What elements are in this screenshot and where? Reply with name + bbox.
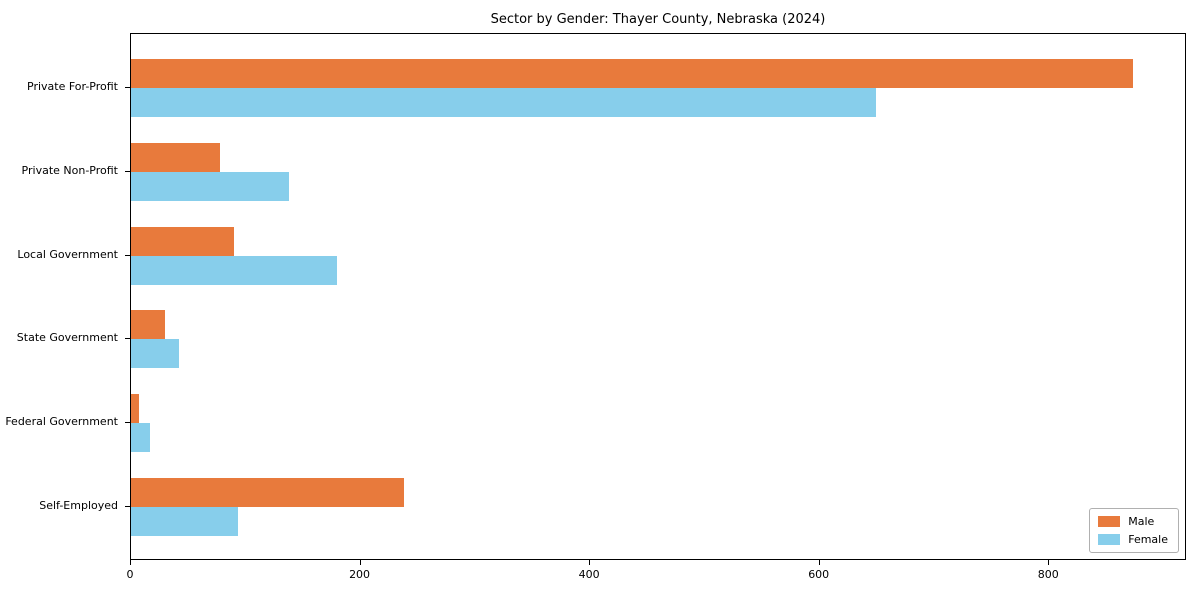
y-tick-label: Self-Employed [39, 498, 118, 512]
x-tick-mark [130, 560, 131, 565]
y-tick-mark [125, 338, 130, 340]
y-tick-mark [125, 421, 130, 423]
chart-title: Sector by Gender: Thayer County, Nebrask… [490, 12, 826, 27]
y-tick-label: Private Non-Profit [21, 164, 118, 178]
x-tick-mark [589, 560, 591, 565]
x-tick-mark [359, 560, 361, 565]
bar-male-4 [131, 310, 166, 340]
y-tick-mark [125, 254, 130, 256]
bar-female-2 [131, 172, 290, 202]
y-tick-mark [125, 505, 130, 507]
bar-female-1 [131, 88, 876, 118]
plot-area: Male Female [130, 33, 1186, 560]
y-tick-label: Private For-Profit [27, 80, 118, 94]
legend-label: Male [1128, 515, 1155, 528]
legend-entry-male: Male [1098, 515, 1168, 528]
y-tick-label: State Government [16, 331, 118, 345]
x-tick-label: 0 [126, 568, 134, 581]
bar-male-6 [131, 477, 404, 507]
x-tick-mark [818, 560, 820, 565]
bar-male-5 [131, 393, 140, 423]
bar-female-5 [131, 422, 151, 452]
bar-male-2 [131, 143, 221, 173]
legend: Male Female [1089, 508, 1179, 553]
bar-female-4 [131, 339, 180, 369]
x-tick-label: 200 [349, 568, 371, 581]
legend-swatch-male [1098, 516, 1121, 527]
bar-male-1 [131, 59, 1134, 89]
bar-female-6 [131, 506, 238, 536]
y-tick-label: Federal Government [5, 414, 118, 428]
legend-entry-female: Female [1098, 533, 1168, 546]
y-tick-mark [125, 171, 130, 173]
y-tick-mark [125, 87, 130, 89]
legend-swatch-female [1098, 534, 1121, 545]
legend-label: Female [1128, 533, 1168, 546]
x-tick-mark [1048, 560, 1050, 565]
x-tick-label: 800 [1037, 568, 1059, 581]
x-tick-label: 400 [578, 568, 600, 581]
y-tick-label: Local Government [17, 247, 118, 261]
bar-female-3 [131, 255, 338, 285]
bar-male-3 [131, 226, 235, 256]
x-tick-label: 600 [808, 568, 830, 581]
